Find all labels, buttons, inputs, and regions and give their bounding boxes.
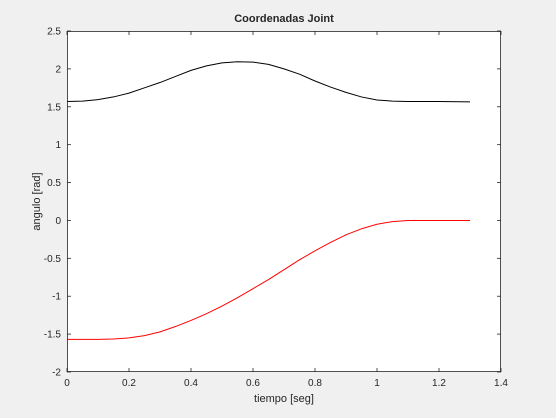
x-tick-label: 0 [64, 378, 70, 389]
y-axis-label: angulo [rad] [31, 172, 43, 230]
axes-box [67, 31, 501, 372]
series-line-1 [66, 61, 471, 103]
x-tick-label: 1 [374, 378, 380, 389]
x-tick-label: 1.4 [494, 378, 508, 389]
series-line-2 [67, 219, 470, 340]
axes-layer: 0 0.2 0.4 0.6 0.8 1 1.2 1.4 -2 -1.5 -1 -0.5 0 0.5 1 1.5… [44, 27, 509, 390]
x-tick-label: 0.8 [308, 378, 322, 389]
x-axis-label: tiempo [seg] [254, 393, 314, 405]
y-tick-label: 1.5 [47, 102, 61, 113]
x-tick-label: 0.4 [184, 378, 198, 389]
y-tick-label: 2 [55, 64, 61, 75]
y-tick-label: 1 [55, 140, 61, 151]
y-tick-label: 0 [55, 216, 61, 227]
x-tick-label: 0.2 [122, 378, 136, 389]
y-tick-label: 0.5 [47, 178, 61, 189]
y-tick-label: -1 [52, 292, 61, 303]
y-tick-label: -1.5 [44, 330, 62, 341]
x-tick-label: 0.6 [246, 378, 260, 389]
series-layer [66, 61, 471, 340]
y-tick-label: 2.5 [47, 27, 61, 38]
y-tick-label: -0.5 [44, 254, 62, 265]
y-tick-label: -2 [52, 368, 61, 379]
x-tick-label: 1.2 [432, 378, 446, 389]
plot-area [67, 31, 501, 372]
chart-title: Coordenadas Joint [234, 13, 334, 25]
